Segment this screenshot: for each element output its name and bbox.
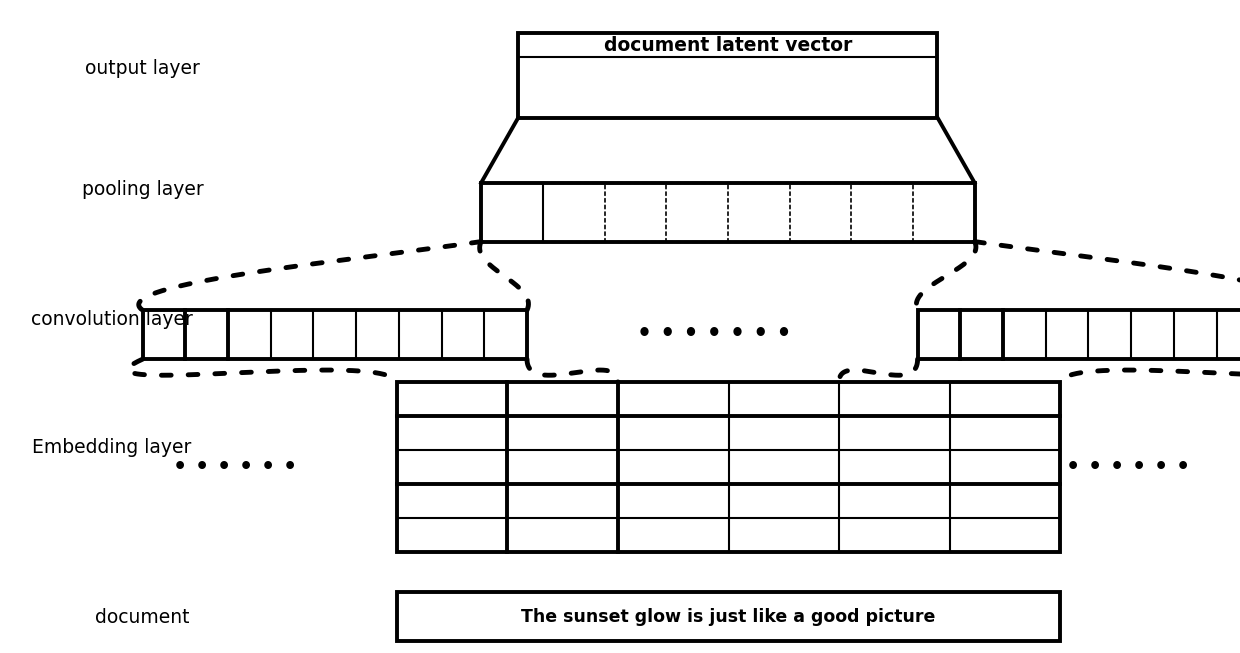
Text: Embedding layer: Embedding layer — [32, 438, 191, 457]
Text: • • • • • •: • • • • • • — [174, 457, 298, 477]
Text: • • • • • • •: • • • • • • • — [637, 323, 791, 346]
Text: document latent vector: document latent vector — [604, 35, 852, 55]
Text: output layer: output layer — [86, 59, 200, 78]
Text: document: document — [95, 607, 190, 627]
Text: convolution layer: convolution layer — [31, 310, 192, 330]
Text: The sunset glow is just like a good picture: The sunset glow is just like a good pict… — [521, 608, 936, 626]
Text: pooling layer: pooling layer — [82, 180, 203, 199]
Text: • • • • • •: • • • • • • — [1066, 457, 1190, 477]
